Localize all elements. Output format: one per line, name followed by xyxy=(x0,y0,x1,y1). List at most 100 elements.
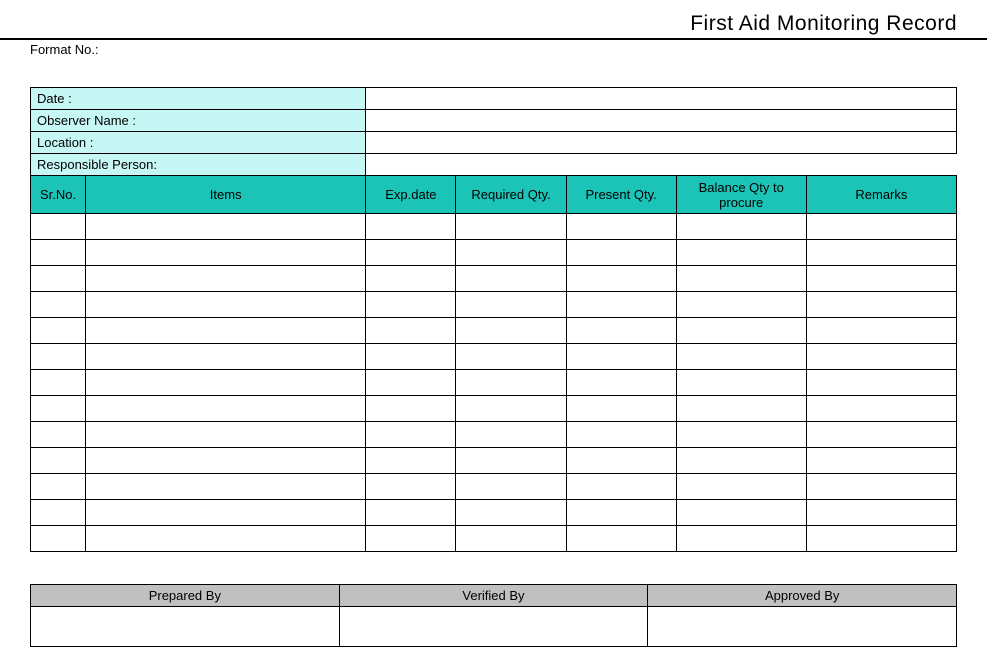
table-row xyxy=(31,344,957,370)
footer-header-cell: Verified By xyxy=(339,585,648,607)
table-cell xyxy=(366,526,456,552)
table-cell xyxy=(366,240,456,266)
table-cell xyxy=(366,370,456,396)
column-header: Sr.No. xyxy=(31,176,86,214)
table-cell xyxy=(366,214,456,240)
table-cell xyxy=(806,474,956,500)
table-cell xyxy=(806,370,956,396)
info-row: Responsible Person: xyxy=(31,154,957,176)
table-row xyxy=(31,240,957,266)
table-row xyxy=(31,318,957,344)
table-cell xyxy=(31,240,86,266)
table-cell xyxy=(456,370,566,396)
table-cell xyxy=(456,240,566,266)
table-cell xyxy=(31,448,86,474)
table-row xyxy=(31,214,957,240)
main-table: Date :Observer Name :Location :Responsib… xyxy=(30,87,957,552)
page-title: First Aid Monitoring Record xyxy=(690,12,957,35)
format-label: Format No.: xyxy=(30,42,99,57)
table-cell xyxy=(566,266,676,292)
table-cell xyxy=(86,214,366,240)
table-cell xyxy=(566,526,676,552)
table-cell xyxy=(806,318,956,344)
table-cell xyxy=(456,266,566,292)
table-cell xyxy=(566,344,676,370)
table-cell xyxy=(86,240,366,266)
table-cell xyxy=(31,422,86,448)
table-cell xyxy=(31,474,86,500)
table-cell xyxy=(86,526,366,552)
table-cell xyxy=(566,474,676,500)
table-cell xyxy=(86,266,366,292)
footer-body-cell xyxy=(31,607,340,647)
table-cell xyxy=(86,396,366,422)
table-cell xyxy=(456,318,566,344)
info-label: Responsible Person: xyxy=(31,154,366,176)
table-cell xyxy=(366,422,456,448)
info-row: Location : xyxy=(31,132,957,154)
column-header: Present Qty. xyxy=(566,176,676,214)
table-cell xyxy=(86,318,366,344)
info-label: Observer Name : xyxy=(31,110,366,132)
table-cell xyxy=(566,448,676,474)
table-cell xyxy=(566,292,676,318)
footer-table: Prepared ByVerified ByApproved By xyxy=(30,584,957,647)
table-cell xyxy=(806,292,956,318)
table-cell xyxy=(806,396,956,422)
table-cell xyxy=(806,344,956,370)
table-cell xyxy=(566,500,676,526)
table-cell xyxy=(86,370,366,396)
table-cell xyxy=(456,474,566,500)
table-row xyxy=(31,292,957,318)
table-cell xyxy=(31,370,86,396)
table-cell xyxy=(566,370,676,396)
table-cell xyxy=(676,318,806,344)
table-cell xyxy=(676,214,806,240)
table-cell xyxy=(366,266,456,292)
table-cell xyxy=(86,422,366,448)
table-cell xyxy=(456,344,566,370)
table-row xyxy=(31,474,957,500)
table-cell xyxy=(676,370,806,396)
column-header: Remarks xyxy=(806,176,956,214)
table-cell xyxy=(86,344,366,370)
table-cell xyxy=(456,214,566,240)
table-cell xyxy=(456,292,566,318)
table-row xyxy=(31,370,957,396)
table-cell xyxy=(366,448,456,474)
table-row xyxy=(31,526,957,552)
table-cell xyxy=(806,240,956,266)
table-cell xyxy=(806,448,956,474)
table-cell xyxy=(366,292,456,318)
table-cell xyxy=(676,422,806,448)
table-cell xyxy=(31,500,86,526)
footer-body-cell xyxy=(648,607,957,647)
column-header: Items xyxy=(86,176,366,214)
table-header-row: Sr.No.ItemsExp.dateRequired Qty.Present … xyxy=(31,176,957,214)
table-cell xyxy=(86,474,366,500)
table-cell xyxy=(456,422,566,448)
title-bar: First Aid Monitoring Record xyxy=(0,8,987,40)
table-cell xyxy=(566,214,676,240)
info-label: Location : xyxy=(31,132,366,154)
table-cell xyxy=(456,500,566,526)
table-cell xyxy=(676,266,806,292)
table-cell xyxy=(676,292,806,318)
table-cell xyxy=(676,344,806,370)
table-cell xyxy=(566,396,676,422)
table-cell xyxy=(806,266,956,292)
table-row xyxy=(31,448,957,474)
table-cell xyxy=(366,318,456,344)
table-cell xyxy=(566,318,676,344)
table-cell xyxy=(31,292,86,318)
table-row xyxy=(31,266,957,292)
table-cell xyxy=(456,526,566,552)
column-header: Balance Qty to procure xyxy=(676,176,806,214)
table-cell xyxy=(31,214,86,240)
table-cell xyxy=(676,448,806,474)
info-value xyxy=(366,110,957,132)
table-cell xyxy=(366,500,456,526)
table-cell xyxy=(806,500,956,526)
table-cell xyxy=(806,526,956,552)
table-cell xyxy=(86,448,366,474)
